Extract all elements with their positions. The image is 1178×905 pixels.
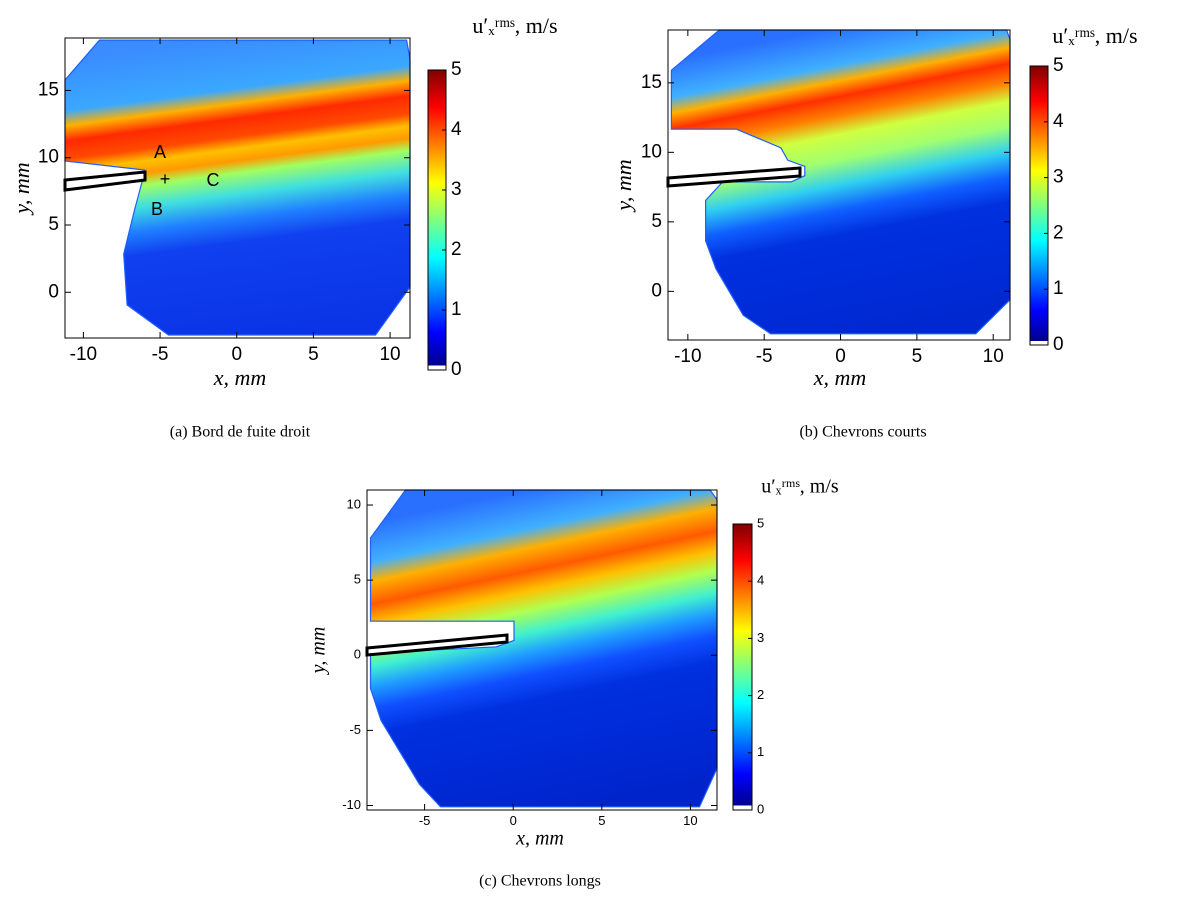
annotation: B: [151, 199, 163, 219]
y-axis-label: y, mm: [308, 627, 330, 676]
x-axis-label: x, mm: [515, 828, 564, 850]
colorbar-tick-label: 1: [451, 299, 462, 320]
colorbar-tick-label: 1: [1053, 278, 1064, 299]
colorbar-tick-label: 3: [451, 179, 462, 200]
caption: (c) Chevrons longs: [479, 873, 601, 890]
y-tick-label: 0: [48, 281, 59, 302]
y-axis-label: y, mm: [9, 162, 34, 215]
y-tick-label: 5: [48, 214, 59, 235]
colorbar-label: u′ₓʳᵐˢ, m/s: [761, 476, 839, 498]
x-tick-label: 0: [510, 813, 517, 828]
colorbar-tick-label: 2: [1053, 222, 1064, 243]
y-tick-label: 15: [38, 79, 59, 100]
x-tick-label: -5: [419, 813, 431, 828]
colorbar: [427, 69, 447, 371]
x-tick-label: 5: [912, 346, 923, 367]
x-tick-label: -10: [70, 344, 97, 365]
colorbar-tick-label: 4: [451, 119, 462, 140]
caption: (a) Bord de fuite droit: [170, 424, 311, 441]
x-tick-label: 10: [683, 813, 697, 828]
y-tick-label: 10: [347, 496, 361, 511]
colorbar-tick-label: 0: [451, 359, 462, 380]
caption: (b) Chevrons courts: [799, 424, 926, 441]
x-tick-label: 0: [231, 344, 242, 365]
colorbar-tick-label: 3: [1053, 167, 1064, 188]
plot-frame: [667, 29, 1011, 341]
y-tick-label: 5: [354, 572, 361, 587]
colorbar-tick-label: 4: [1053, 111, 1064, 132]
colorbar-tick-label: 0: [1053, 334, 1064, 355]
y-tick-label: -10: [342, 797, 361, 812]
x-axis-label: x, mm: [213, 365, 267, 390]
colorbar-label: u′ₓʳᵐˢ, m/s: [472, 13, 557, 38]
plot-frame: [64, 37, 411, 339]
colorbar-tick-label: 4: [757, 573, 764, 588]
colorbar-tick-label: 5: [757, 515, 764, 530]
y-axis-label: y, mm: [611, 159, 636, 212]
velocity-field: [670, 29, 1011, 335]
colorbar-tick-label: 3: [757, 630, 764, 645]
x-tick-label: 10: [379, 344, 400, 365]
y-tick-label: 0: [651, 280, 662, 301]
y-tick-label: 10: [38, 147, 59, 168]
x-tick-label: -5: [756, 346, 773, 367]
colorbar-tick-label: 0: [757, 801, 764, 816]
colorbar-tick-label: 2: [451, 239, 462, 260]
annotation: +: [160, 169, 171, 189]
colorbar: [732, 523, 753, 811]
plot-frame: [366, 489, 718, 811]
x-tick-label: 0: [835, 346, 846, 367]
colorbar: [1029, 65, 1049, 346]
colorbar-label: u′ₓʳᵐˢ, m/s: [1052, 23, 1137, 48]
y-tick-label: 10: [641, 141, 662, 162]
y-tick-label: -5: [349, 722, 361, 737]
y-tick-label: 0: [354, 647, 361, 662]
annotation: A: [154, 142, 166, 162]
x-axis-label: x, mm: [813, 365, 867, 390]
x-tick-label: -10: [674, 346, 701, 367]
y-tick-label: 5: [651, 211, 662, 232]
colorbar-tick-label: 5: [1053, 55, 1064, 76]
x-tick-label: 5: [598, 813, 605, 828]
colorbar-tick-label: 1: [757, 744, 764, 759]
x-tick-label: -5: [152, 344, 169, 365]
annotation: C: [207, 170, 220, 190]
x-tick-label: 5: [308, 344, 319, 365]
colorbar-tick-label: 2: [757, 687, 764, 702]
y-tick-label: 15: [641, 72, 662, 93]
colorbar-tick-label: 5: [451, 59, 462, 80]
x-tick-label: 10: [983, 346, 1004, 367]
